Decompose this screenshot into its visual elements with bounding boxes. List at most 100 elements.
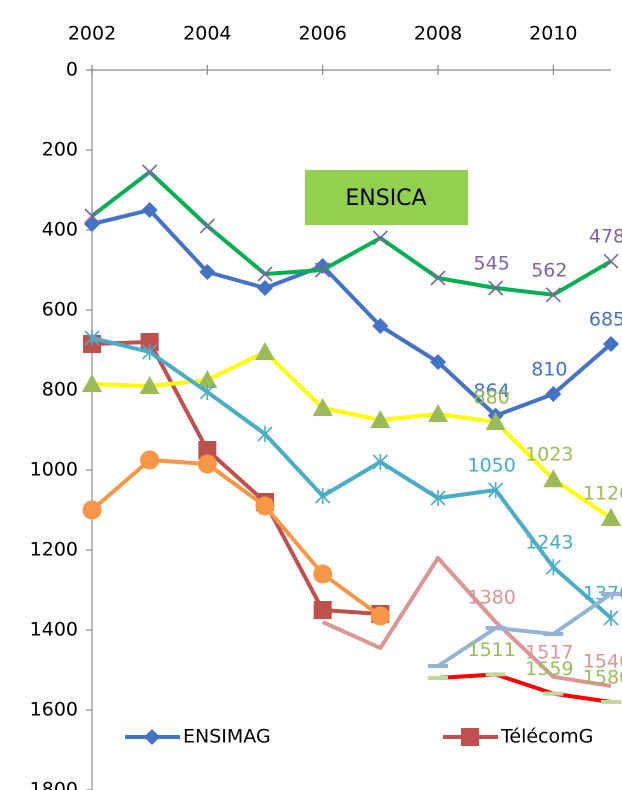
marker: [485, 412, 506, 430]
marker-part: [198, 441, 217, 459]
marker-part: [84, 208, 100, 224]
legend-label: TélécomG: [500, 726, 593, 748]
x-tick-label: 2010: [529, 23, 577, 45]
marker: [197, 370, 218, 388]
marker: [312, 398, 333, 416]
marker: [370, 410, 391, 428]
marker: [142, 344, 158, 360]
marker: [255, 496, 275, 516]
marker: [199, 264, 216, 280]
marker: [315, 262, 331, 278]
data-label: 478: [589, 226, 622, 248]
marker-part: [142, 164, 158, 180]
y-tick-label: 600: [42, 299, 78, 321]
marker: [142, 164, 158, 180]
marker-part: [82, 500, 102, 520]
marker: [428, 404, 448, 422]
marker: [199, 218, 215, 234]
marker: [372, 318, 389, 334]
marker: [430, 354, 446, 370]
marker-part: [488, 280, 504, 296]
y-tick-label: 0: [66, 59, 78, 81]
x-tick-label: 2002: [68, 23, 116, 45]
data-label: 1380: [467, 587, 515, 609]
marker-part: [255, 496, 275, 516]
data-label: 1511: [467, 639, 515, 661]
marker: [601, 508, 621, 526]
marker: [84, 208, 100, 224]
series-line: [90, 170, 613, 297]
y-tick-label: 1000: [30, 459, 78, 481]
marker-part: [545, 287, 561, 303]
marker-part: [430, 270, 446, 286]
marker: [488, 280, 504, 296]
data-label: 1580: [583, 667, 622, 689]
marker: [545, 287, 561, 303]
marker: [430, 490, 446, 506]
marker: [257, 426, 273, 442]
data-label: 864: [474, 380, 510, 402]
data-label: 1517: [525, 641, 573, 663]
marker-part: [370, 410, 391, 428]
marker: [141, 202, 158, 218]
marker-part: [543, 469, 564, 488]
marker: [430, 270, 446, 286]
data-label: 562: [531, 259, 567, 281]
y-tick-label: 1600: [30, 699, 78, 721]
marker: [140, 450, 160, 470]
marker: [313, 601, 332, 619]
legend-marker: [144, 729, 160, 745]
marker: [603, 336, 619, 352]
data-label: 685: [589, 309, 622, 331]
marker-part: [485, 412, 506, 430]
marker: [545, 386, 562, 402]
marker-part: [140, 450, 160, 470]
marker-part: [428, 404, 448, 422]
marker-part: [257, 266, 273, 282]
marker: [82, 500, 102, 520]
marker-part: [199, 264, 216, 280]
legend-marker: [461, 728, 479, 746]
marker-part: [197, 370, 218, 388]
series-line: [90, 458, 382, 618]
marker-part: [312, 398, 333, 416]
data-label: 545: [474, 253, 510, 275]
series-line: [91, 208, 613, 418]
marker: [372, 454, 388, 470]
series-line: [436, 592, 613, 668]
marker-part: [139, 376, 160, 394]
y-tick-label: 1400: [30, 619, 78, 641]
marker-part: [370, 606, 390, 626]
series-line: [91, 350, 613, 520]
marker: [197, 454, 217, 474]
marker-part: [430, 354, 446, 370]
y-tick-label: 400: [42, 219, 78, 241]
annotation-box: [305, 170, 468, 225]
annotation: ENSICA: [345, 186, 426, 211]
marker: [199, 384, 215, 400]
marker-part: [372, 318, 389, 334]
marker-part: [82, 374, 102, 392]
series-line: [91, 336, 613, 620]
marker: [257, 280, 273, 296]
marker: [603, 253, 619, 269]
y-tick-label: 200: [42, 139, 78, 161]
marker-part: [313, 601, 332, 619]
marker: [82, 374, 102, 392]
data-label: 810: [531, 359, 567, 381]
data-label: 1243: [525, 532, 573, 554]
x-tick-label: 2004: [183, 23, 231, 45]
marker-part: [141, 202, 158, 218]
data-label: 1023: [525, 444, 573, 466]
y-tick-label: 800: [42, 379, 78, 401]
marker-part: [372, 230, 388, 246]
legend-label: ENSIMAG: [183, 726, 271, 748]
marker: [370, 606, 390, 626]
marker-part: [199, 218, 215, 234]
marker-part: [603, 336, 619, 352]
marker-part: [603, 253, 619, 269]
marker: [545, 559, 561, 576]
series-line: [437, 672, 612, 704]
marker: [372, 230, 388, 246]
marker-part: [461, 728, 479, 746]
